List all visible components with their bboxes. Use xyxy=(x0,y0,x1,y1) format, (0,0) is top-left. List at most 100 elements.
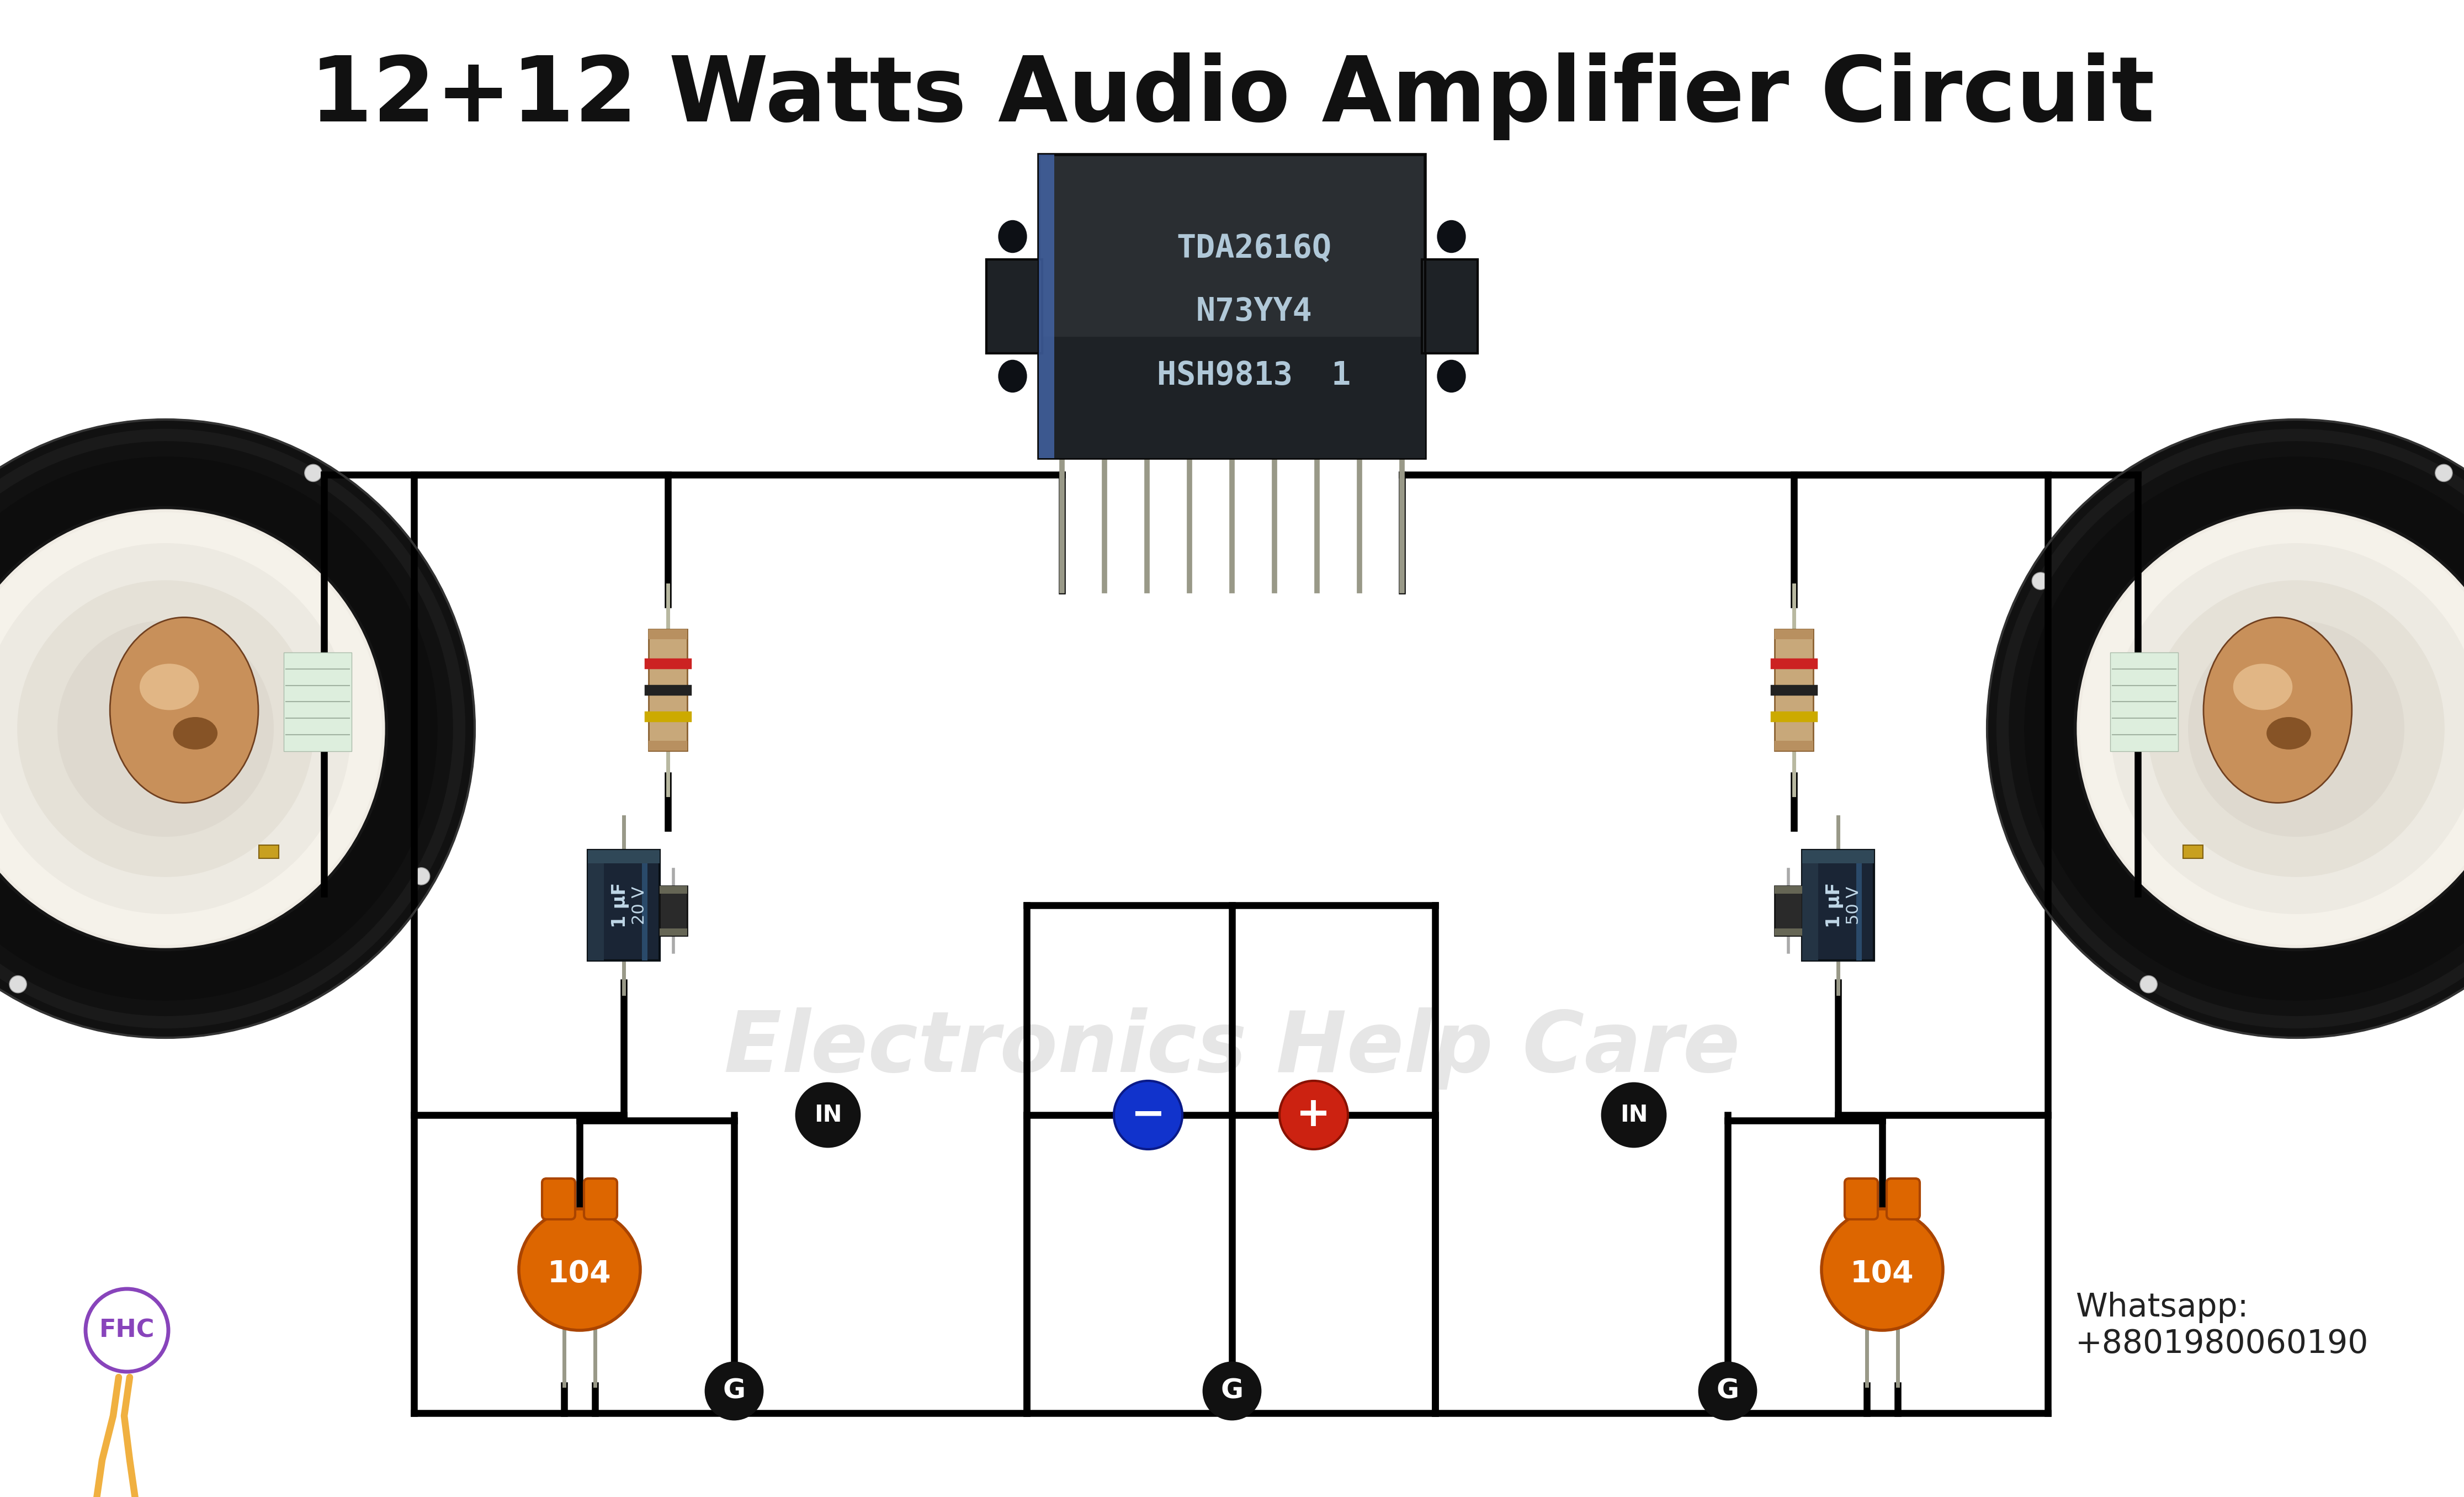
Text: Whatsapp:
+8801980060190: Whatsapp: +8801980060190 xyxy=(2075,1292,2368,1359)
Text: 104: 104 xyxy=(547,1259,611,1289)
Circle shape xyxy=(2112,543,2464,915)
FancyBboxPatch shape xyxy=(1846,1178,1878,1220)
FancyBboxPatch shape xyxy=(1887,1178,1919,1220)
Bar xyxy=(589,850,660,961)
Bar xyxy=(648,741,687,750)
Text: 1 µF: 1 µF xyxy=(611,883,628,928)
Circle shape xyxy=(1700,1362,1757,1419)
Ellipse shape xyxy=(140,663,200,710)
Ellipse shape xyxy=(2232,663,2292,710)
Bar xyxy=(1422,259,1478,353)
Bar xyxy=(1801,850,1875,864)
Bar xyxy=(1040,337,1424,458)
Text: G: G xyxy=(1717,1377,1740,1404)
Ellipse shape xyxy=(2203,617,2351,802)
Circle shape xyxy=(2188,620,2405,837)
Bar xyxy=(259,846,278,858)
Circle shape xyxy=(2080,512,2464,945)
Bar xyxy=(660,928,687,936)
Circle shape xyxy=(1602,1082,1666,1147)
Circle shape xyxy=(2149,581,2444,877)
Circle shape xyxy=(2025,457,2464,1000)
Ellipse shape xyxy=(998,220,1027,253)
Circle shape xyxy=(0,419,476,1037)
Bar xyxy=(1801,850,1875,961)
Text: 50 V: 50 V xyxy=(1846,886,1863,925)
Text: 20 V: 20 V xyxy=(631,886,648,925)
Text: Electronics Help Care: Electronics Help Care xyxy=(724,1007,1740,1090)
Bar xyxy=(986,259,1040,353)
Bar xyxy=(283,653,352,751)
Bar xyxy=(1040,154,1424,458)
Bar xyxy=(648,629,687,639)
Circle shape xyxy=(0,428,466,1028)
Text: 12+12 Watts Audio Amplifier Circuit: 12+12 Watts Audio Amplifier Circuit xyxy=(310,52,2154,141)
Bar xyxy=(1774,741,1814,750)
Text: IN: IN xyxy=(813,1103,843,1127)
Text: TDA2616Q: TDA2616Q xyxy=(1175,232,1331,263)
Ellipse shape xyxy=(998,359,1027,392)
Bar xyxy=(641,850,648,961)
Bar xyxy=(589,850,660,864)
Bar xyxy=(1774,629,1814,750)
Text: G: G xyxy=(1220,1377,1244,1404)
Circle shape xyxy=(1996,428,2464,1028)
Text: +: + xyxy=(1296,1094,1331,1135)
FancyBboxPatch shape xyxy=(584,1178,616,1220)
Bar xyxy=(1774,928,1801,936)
Bar xyxy=(1774,629,1814,639)
Circle shape xyxy=(2077,509,2464,948)
Circle shape xyxy=(0,506,389,951)
Text: −: − xyxy=(1131,1094,1165,1135)
Circle shape xyxy=(2033,572,2050,590)
Circle shape xyxy=(1821,1210,1944,1331)
Circle shape xyxy=(1279,1081,1348,1150)
Circle shape xyxy=(705,1362,764,1419)
Circle shape xyxy=(0,442,453,1016)
Ellipse shape xyxy=(172,717,217,750)
Circle shape xyxy=(520,1210,641,1331)
Bar xyxy=(1774,886,1801,894)
Circle shape xyxy=(2434,464,2452,482)
Text: IN: IN xyxy=(1619,1103,1648,1127)
Ellipse shape xyxy=(2267,717,2311,750)
Circle shape xyxy=(2008,442,2464,1016)
Circle shape xyxy=(57,620,274,837)
Circle shape xyxy=(0,509,384,948)
Bar xyxy=(2183,846,2203,858)
Bar xyxy=(1424,259,1478,353)
Bar xyxy=(648,629,687,750)
Circle shape xyxy=(2075,506,2464,951)
Bar xyxy=(660,886,687,936)
Text: G: G xyxy=(722,1377,747,1404)
Circle shape xyxy=(1202,1362,1262,1419)
Text: N73YY4: N73YY4 xyxy=(1195,296,1313,328)
Bar xyxy=(2109,653,2178,751)
Circle shape xyxy=(0,543,350,915)
Text: FHC: FHC xyxy=(99,1319,155,1343)
Bar xyxy=(1855,850,1863,961)
Circle shape xyxy=(17,581,313,877)
Circle shape xyxy=(1114,1081,1183,1150)
Circle shape xyxy=(0,512,382,945)
Bar xyxy=(660,886,687,894)
Text: 104: 104 xyxy=(1850,1259,1915,1289)
Circle shape xyxy=(2139,976,2158,993)
Circle shape xyxy=(10,976,27,993)
Bar xyxy=(1801,850,1818,961)
Circle shape xyxy=(1986,419,2464,1037)
Ellipse shape xyxy=(111,617,259,802)
Text: 1 µF: 1 µF xyxy=(1826,883,1843,928)
Circle shape xyxy=(306,464,323,482)
Ellipse shape xyxy=(1437,359,1466,392)
Circle shape xyxy=(796,1082,860,1147)
FancyBboxPatch shape xyxy=(542,1178,574,1220)
Bar xyxy=(1040,154,1055,458)
Ellipse shape xyxy=(1437,220,1466,253)
Circle shape xyxy=(0,457,439,1000)
Bar xyxy=(1774,886,1801,936)
Circle shape xyxy=(411,868,429,885)
Bar xyxy=(986,259,1042,353)
Bar xyxy=(589,850,604,961)
Text: HSH9813  1: HSH9813 1 xyxy=(1158,359,1350,391)
